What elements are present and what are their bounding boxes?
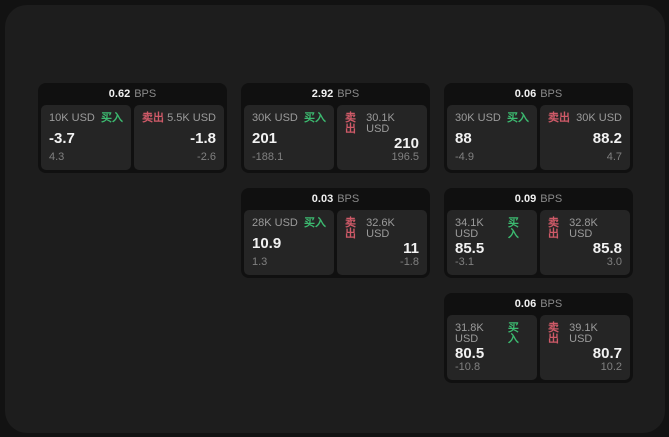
- buy-tile[interactable]: 28K USD 买入 10.9 1.3: [244, 210, 334, 275]
- sell-tile[interactable]: 卖出 32.6K USD 11 -1.8: [337, 210, 427, 275]
- card-header: 0.06 BPS: [447, 83, 630, 105]
- bps-value: 0.62: [108, 88, 131, 100]
- buy-price: 85.5: [455, 240, 485, 257]
- sell-amount: 5.5K USD: [167, 112, 216, 124]
- sell-price: 80.7: [592, 345, 622, 362]
- buy-amount: 31.8K USD: [455, 322, 484, 345]
- bps-unit-label: BPS: [540, 298, 563, 310]
- sell-amount: 32.6K USD: [366, 217, 395, 240]
- card-header: 0.62 BPS: [41, 83, 224, 105]
- sell-tile[interactable]: 卖出 30.1K USD 210 196.5: [337, 105, 427, 170]
- sell-price: 88.2: [592, 129, 622, 147]
- sell-delta: -2.6: [197, 151, 216, 163]
- cards-grid: 0.62 BPS 10K USD 买入 -3.7 4.3 卖出 5.5K USD…: [38, 83, 633, 383]
- card-body: 30K USD 买入 201 -188.1 卖出 30.1K USD 210 1…: [244, 105, 427, 170]
- bps-unit-label: BPS: [337, 88, 360, 100]
- sell-delta: 10.2: [600, 361, 622, 373]
- sell-delta: 3.0: [606, 256, 622, 268]
- buy-amount: 28K USD: [252, 217, 298, 229]
- sell-price: 11: [403, 240, 419, 257]
- buy-amount: 30K USD: [252, 112, 298, 124]
- sell-side-tag: 卖出: [548, 112, 570, 124]
- buy-delta: 4.3: [49, 151, 65, 163]
- quote-card: 0.06 BPS 31.8K USD 买入 80.5 -10.8 卖出 39.1…: [444, 293, 633, 383]
- card-body: 10K USD 买入 -3.7 4.3 卖出 5.5K USD -1.8 -2.…: [41, 105, 224, 170]
- bps-value: 0.06: [514, 88, 537, 100]
- bps-unit-label: BPS: [540, 193, 563, 205]
- sell-side-tag: 卖出: [548, 322, 559, 345]
- sell-side-tag: 卖出: [548, 217, 559, 240]
- bps-unit-label: BPS: [540, 88, 563, 100]
- sell-price: 85.8: [592, 240, 622, 257]
- sell-side-tag: 卖出: [345, 217, 356, 240]
- buy-amount: 30K USD: [455, 112, 501, 124]
- bps-value: 0.03: [311, 193, 334, 205]
- buy-tile[interactable]: 34.1K USD 买入 85.5 -3.1: [447, 210, 537, 275]
- buy-price: 80.5: [455, 345, 485, 362]
- card-body: 28K USD 买入 10.9 1.3 卖出 32.6K USD 11 -1.8: [244, 210, 427, 275]
- card-body: 34.1K USD 买入 85.5 -3.1 卖出 32.8K USD 85.8…: [447, 210, 630, 275]
- sell-tile[interactable]: 卖出 5.5K USD -1.8 -2.6: [134, 105, 224, 170]
- card-header: 2.92 BPS: [244, 83, 427, 105]
- buy-side-tag: 买入: [507, 112, 529, 124]
- buy-tile[interactable]: 10K USD 买入 -3.7 4.3: [41, 105, 131, 170]
- card-header: 0.06 BPS: [447, 293, 630, 315]
- bps-value: 0.06: [514, 298, 537, 310]
- quote-card: 0.03 BPS 28K USD 买入 10.9 1.3 卖出 32.6K US…: [241, 188, 430, 278]
- buy-delta: -10.8: [455, 361, 481, 373]
- buy-price: -3.7: [49, 129, 75, 147]
- buy-price: 88: [455, 129, 472, 147]
- card-body: 30K USD 买入 88 -4.9 卖出 30K USD 88.2 4.7: [447, 105, 630, 170]
- buy-side-tag: 买入: [507, 217, 519, 240]
- sell-price: 210: [393, 135, 419, 152]
- bps-value: 2.92: [311, 88, 334, 100]
- buy-delta: 1.3: [252, 256, 268, 268]
- sell-price: -1.8: [190, 129, 216, 147]
- card-header: 0.03 BPS: [244, 188, 427, 210]
- sell-amount: 30K USD: [576, 112, 622, 124]
- bps-value: 0.09: [514, 193, 537, 205]
- sell-side-tag: 卖出: [142, 112, 164, 124]
- sell-tile[interactable]: 卖出 30K USD 88.2 4.7: [540, 105, 630, 170]
- bps-unit-label: BPS: [134, 88, 157, 100]
- buy-side-tag: 买入: [304, 112, 326, 124]
- sell-amount: 39.1K USD: [569, 322, 598, 345]
- sell-delta: -1.8: [400, 256, 419, 268]
- dashboard-panel: 0.62 BPS 10K USD 买入 -3.7 4.3 卖出 5.5K USD…: [5, 5, 665, 433]
- buy-amount: 10K USD: [49, 112, 95, 124]
- buy-tile[interactable]: 31.8K USD 买入 80.5 -10.8: [447, 315, 537, 380]
- buy-price: 10.9: [252, 234, 282, 252]
- sell-delta: 4.7: [606, 151, 622, 163]
- card-body: 31.8K USD 买入 80.5 -10.8 卖出 39.1K USD 80.…: [447, 315, 630, 380]
- buy-side-tag: 买入: [101, 112, 123, 124]
- card-header: 0.09 BPS: [447, 188, 630, 210]
- buy-delta: -188.1: [252, 151, 284, 163]
- buy-price: 201: [252, 129, 278, 147]
- sell-tile[interactable]: 卖出 32.8K USD 85.8 3.0: [540, 210, 630, 275]
- sell-tile[interactable]: 卖出 39.1K USD 80.7 10.2: [540, 315, 630, 380]
- buy-side-tag: 买入: [507, 322, 519, 345]
- quote-card: 0.06 BPS 30K USD 买入 88 -4.9 卖出 30K USD 8…: [444, 83, 633, 173]
- sell-amount: 30.1K USD: [366, 112, 395, 135]
- buy-tile[interactable]: 30K USD 买入 201 -188.1: [244, 105, 334, 170]
- buy-amount: 34.1K USD: [455, 217, 484, 240]
- sell-delta: 196.5: [391, 151, 419, 163]
- sell-side-tag: 卖出: [345, 112, 356, 135]
- buy-side-tag: 买入: [304, 217, 326, 229]
- buy-delta: -4.9: [455, 151, 474, 163]
- bps-unit-label: BPS: [337, 193, 360, 205]
- buy-delta: -3.1: [455, 256, 474, 268]
- quote-card: 0.62 BPS 10K USD 买入 -3.7 4.3 卖出 5.5K USD…: [38, 83, 227, 173]
- buy-tile[interactable]: 30K USD 买入 88 -4.9: [447, 105, 537, 170]
- sell-amount: 32.8K USD: [569, 217, 598, 240]
- quote-card: 0.09 BPS 34.1K USD 买入 85.5 -3.1 卖出 32.8K…: [444, 188, 633, 278]
- quote-card: 2.92 BPS 30K USD 买入 201 -188.1 卖出 30.1K …: [241, 83, 430, 173]
